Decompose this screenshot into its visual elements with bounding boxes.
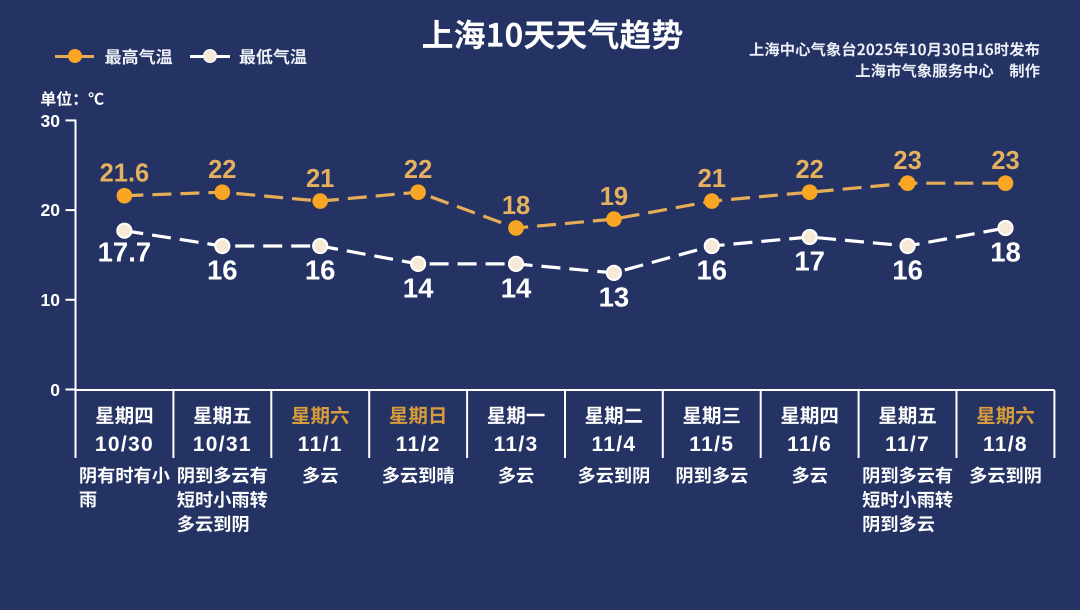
svg-text:21: 21 bbox=[698, 165, 726, 193]
svg-text:13: 13 bbox=[599, 282, 630, 313]
svg-text:18: 18 bbox=[990, 237, 1021, 268]
svg-text:17: 17 bbox=[794, 246, 825, 277]
svg-text:16: 16 bbox=[892, 255, 923, 286]
svg-text:14: 14 bbox=[403, 273, 434, 304]
svg-text:14: 14 bbox=[501, 273, 532, 304]
svg-text:22: 22 bbox=[796, 156, 824, 184]
svg-text:18: 18 bbox=[502, 192, 530, 220]
svg-text:23: 23 bbox=[991, 147, 1019, 175]
svg-text:21: 21 bbox=[306, 165, 334, 193]
svg-text:19: 19 bbox=[600, 183, 628, 211]
svg-text:23: 23 bbox=[893, 147, 921, 175]
svg-text:16: 16 bbox=[697, 255, 728, 286]
svg-text:16: 16 bbox=[305, 255, 336, 286]
svg-text:22: 22 bbox=[404, 156, 432, 184]
svg-text:21.6: 21.6 bbox=[100, 160, 150, 188]
svg-text:17.7: 17.7 bbox=[98, 237, 152, 268]
svg-text:16: 16 bbox=[207, 255, 238, 286]
svg-text:22: 22 bbox=[208, 156, 236, 184]
